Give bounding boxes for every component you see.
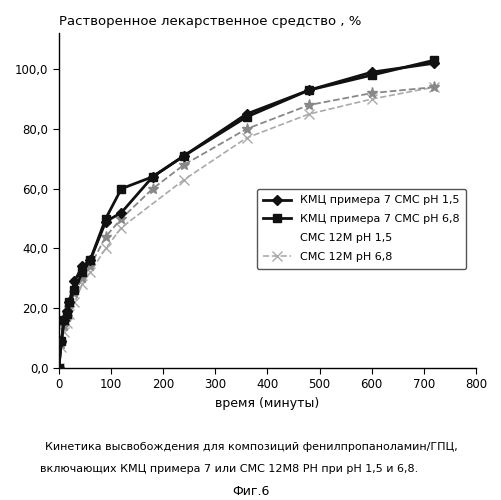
Text: Фиг.6: Фиг.6 bbox=[232, 485, 269, 498]
X-axis label: время (минуты): время (минуты) bbox=[215, 397, 319, 410]
Legend: КМЦ примера 7 СМС pH 1,5, КМЦ примера 7 СМС pH 6,8, СМС 12M pH 1,5, СМС 12M pH 6: КМЦ примера 7 СМС pH 1,5, КМЦ примера 7 … bbox=[256, 189, 465, 269]
Text: Растворенное лекарственное средство , %: Растворенное лекарственное средство , % bbox=[59, 15, 360, 28]
Text: включающих КМЦ примера 7 или СМС 12М8 РН при рН 1,5 и 6,8.: включающих КМЦ примера 7 или СМС 12М8 РН… bbox=[40, 464, 417, 474]
Text: Кинетика высвобождения для композиций фенилпропаноламин/ГПЦ,: Кинетика высвобождения для композиций фе… bbox=[45, 442, 456, 452]
